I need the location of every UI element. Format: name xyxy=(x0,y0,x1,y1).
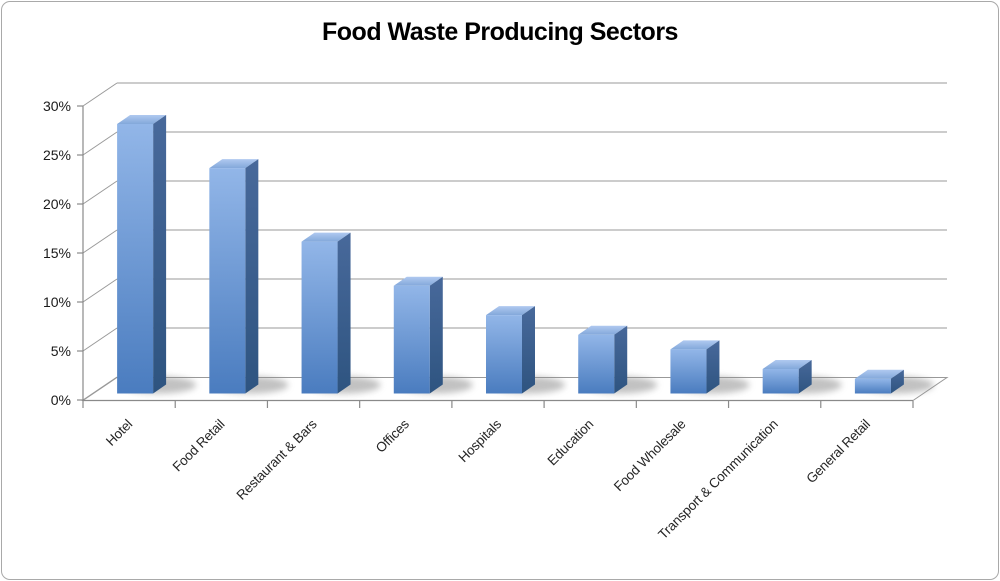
gridline-diagonal xyxy=(82,278,118,303)
bar-top-face xyxy=(762,360,812,369)
bar-top-face xyxy=(393,276,443,286)
bar-front-face xyxy=(578,334,615,394)
bar-front-face xyxy=(393,285,430,394)
category-labels: Hotel Food Retail Restaurant & Bars Offices… xyxy=(103,416,873,542)
bar-side-face xyxy=(614,325,628,394)
y-tick-label: 30% xyxy=(43,98,71,114)
gridline-diagonal xyxy=(82,229,118,254)
bar-side-face xyxy=(153,115,167,394)
bar-side-face xyxy=(890,369,904,394)
bar-hospitals xyxy=(486,306,565,394)
y-tick-label: 0% xyxy=(51,392,71,408)
chart-title: Food Waste Producing Sectors xyxy=(322,18,678,46)
y-tick-label: 20% xyxy=(43,196,71,212)
bar-food-wholesale xyxy=(670,340,750,394)
bars xyxy=(117,115,934,394)
bar-top-face xyxy=(854,369,904,379)
category-label-food-wholesale: Food Wholesale xyxy=(611,417,689,495)
gridline-diagonal xyxy=(82,82,118,107)
y-tick-labels: 0% 5% 10% 15% 20% 25% 30% xyxy=(43,98,71,408)
bar-food-retail xyxy=(209,159,289,394)
bar-restaurant-bars xyxy=(301,232,381,394)
category-label-general-retail: General Retail xyxy=(803,416,873,486)
bar-front-face xyxy=(670,349,707,394)
bar-education xyxy=(578,325,658,394)
bar-side-face xyxy=(798,360,812,394)
y-tick-label: 25% xyxy=(43,147,71,163)
bar-side-face xyxy=(245,159,259,394)
bar-hotel xyxy=(117,115,197,394)
bar-front-face xyxy=(301,241,338,394)
bar-offices xyxy=(393,276,473,394)
bar-front-face xyxy=(209,168,246,394)
category-label-offices: Offices xyxy=(373,416,412,455)
bar-top-face xyxy=(301,232,351,242)
category-label-restaurant-bars: Restaurant & Bars xyxy=(233,416,320,503)
gridline-diagonal xyxy=(82,327,118,352)
y-tick-label: 5% xyxy=(51,343,71,359)
bar-side-face xyxy=(706,340,720,394)
y-axis xyxy=(77,105,914,408)
category-label-food-retail: Food Retail xyxy=(170,416,228,474)
bar-side-face xyxy=(522,306,535,394)
bar-top-face xyxy=(670,340,720,350)
bar-side-face xyxy=(429,276,443,394)
category-label-hotel: Hotel xyxy=(103,416,135,448)
y-tick-label: 15% xyxy=(43,245,71,261)
gridline-diagonal xyxy=(82,180,118,205)
bar-front-face xyxy=(117,124,154,394)
bar-front-face xyxy=(854,378,891,394)
bar-side-face xyxy=(337,232,351,394)
category-label-education: Education xyxy=(545,417,597,469)
category-label-hospitals: Hospitals xyxy=(456,416,505,465)
bar-front-face xyxy=(762,369,799,394)
bar-general-retail xyxy=(854,369,934,394)
bar-top-face xyxy=(578,325,628,335)
bar-front-face xyxy=(486,315,522,394)
bar-top-face xyxy=(486,306,535,316)
gridline-diagonal xyxy=(82,131,118,156)
bar-top-face xyxy=(209,159,259,169)
bar-top-face xyxy=(117,115,167,124)
bar-transport-communication xyxy=(762,360,842,394)
y-tick-label: 10% xyxy=(43,294,71,310)
